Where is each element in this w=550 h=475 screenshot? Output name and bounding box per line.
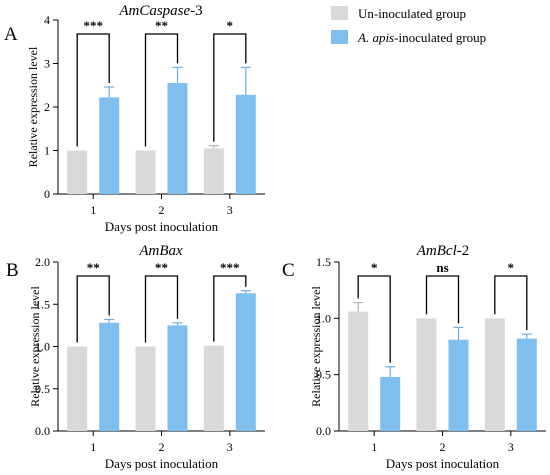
y-tick-label: 1 [44, 144, 50, 158]
bar-uninoculated-day2 [135, 346, 156, 431]
x-tick-label: 1 [90, 440, 96, 454]
significance-bracket [213, 33, 247, 142]
bar-uninoculated-day1 [348, 311, 369, 431]
panel-title-gene: AmBax [138, 243, 183, 259]
significance-bracket [425, 275, 460, 324]
x-axis-label: Days post inoculation [105, 219, 219, 234]
panel-title: AmBax [138, 243, 183, 259]
x-tick-label: 2 [159, 440, 165, 454]
y-tick-label: 1.5 [316, 255, 331, 269]
y-axis-label: Relative expression level [26, 46, 40, 167]
significance-bracket [144, 33, 179, 147]
x-tick-label: 2 [440, 440, 446, 454]
significance-label: ns [436, 260, 448, 275]
bar-uninoculated-day2 [416, 318, 437, 431]
x-tick-label: 1 [90, 203, 96, 217]
bar-inoculated-day2 [167, 83, 188, 194]
panel-title-gene: AmBcl [416, 243, 457, 259]
significance-label: *** [220, 260, 240, 275]
significance-bracket [76, 275, 110, 343]
bar-inoculated-day1 [99, 322, 120, 431]
bar-inoculated-day2 [167, 325, 188, 431]
y-tick-label: 3 [44, 57, 50, 71]
y-tick-label: 0.5 [316, 368, 331, 382]
panel-b: B AmBax 0.0 0.5 1.0 1.5 2.0 Relative expression… [6, 243, 265, 471]
legend: Un-inoculated group A. apis-inoculated g… [331, 6, 486, 45]
significance-label: * [508, 260, 515, 275]
y-axis-label: Relative expression level [309, 286, 323, 407]
bar-inoculated-day1 [99, 97, 120, 194]
y-tick-label: 4 [44, 13, 50, 27]
panel-title: AmBcl-2 [416, 243, 469, 259]
y-tick-label: 1.5 [35, 297, 50, 311]
significance-bracket [76, 33, 110, 147]
significance-label: ** [87, 260, 100, 275]
y-tick-label: 1.0 [35, 340, 50, 354]
panel-letter: C [282, 260, 295, 281]
significance-bracket [144, 275, 179, 343]
significance-label: * [371, 260, 378, 275]
bar-uninoculated-day3 [203, 345, 224, 431]
y-tick-label: 0.0 [316, 424, 331, 438]
x-tick-label: 1 [371, 440, 377, 454]
panel-letter: B [6, 260, 19, 281]
panel-a: A AmCaspase-3 0 1 2 3 4 Relative expression lev… [4, 3, 265, 234]
y-tick-label: 2 [44, 100, 50, 114]
bar-inoculated-day2 [448, 339, 469, 431]
significance-label: ** [155, 260, 168, 275]
legend-label-inoculated: A. apis-inoculated group [357, 30, 486, 45]
legend-label-uninoculated: Un-inoculated group [358, 6, 466, 21]
bar-uninoculated-day1 [67, 150, 88, 194]
panel-title-suffix: -3 [190, 3, 203, 19]
panels: A AmCaspase-3 0 1 2 3 4 Relative expression lev… [4, 3, 546, 471]
significance-label: ** [155, 18, 168, 33]
bar-inoculated-day3 [235, 293, 256, 431]
x-axis-label: Days post inoculation [386, 456, 500, 471]
y-tick-label: 0.0 [35, 424, 50, 438]
bar-uninoculated-day1 [67, 346, 88, 431]
panel-title: AmCaspase-3 [118, 3, 202, 19]
significance-label: * [227, 18, 234, 33]
significance-label: *** [83, 18, 103, 33]
bar-uninoculated-day3 [484, 318, 505, 431]
bar-inoculated-day3 [516, 338, 537, 431]
x-tick-label: 3 [508, 440, 514, 454]
x-tick-label: 3 [227, 440, 233, 454]
y-axis-label: Relative expression level [28, 286, 42, 407]
y-tick-label: 1.0 [316, 311, 331, 325]
bar-uninoculated-day2 [135, 150, 156, 194]
significance-bracket [357, 275, 391, 363]
panel-c: C AmBcl-2 0.0 0.5 1.0 1.5 Relative expression … [282, 243, 546, 471]
significance-bracket [494, 275, 528, 331]
x-tick-label: 3 [227, 203, 233, 217]
x-axis-label: Days post inoculation [105, 456, 219, 471]
panel-title-gene: AmCaspase [118, 3, 190, 19]
significance-bracket [213, 275, 247, 342]
legend-swatch-inoculated [331, 30, 348, 44]
bar-inoculated-day1 [380, 376, 401, 431]
bar-uninoculated-day3 [203, 148, 224, 194]
legend-swatch-uninoculated [331, 6, 348, 20]
panel-title-suffix: -2 [457, 243, 470, 259]
bar-inoculated-day3 [235, 94, 256, 194]
y-tick-label: 0 [44, 187, 50, 201]
y-tick-label: 2.0 [35, 255, 50, 269]
y-tick-label: 0.5 [35, 382, 50, 396]
x-tick-label: 2 [159, 203, 165, 217]
panel-letter: A [4, 24, 18, 45]
